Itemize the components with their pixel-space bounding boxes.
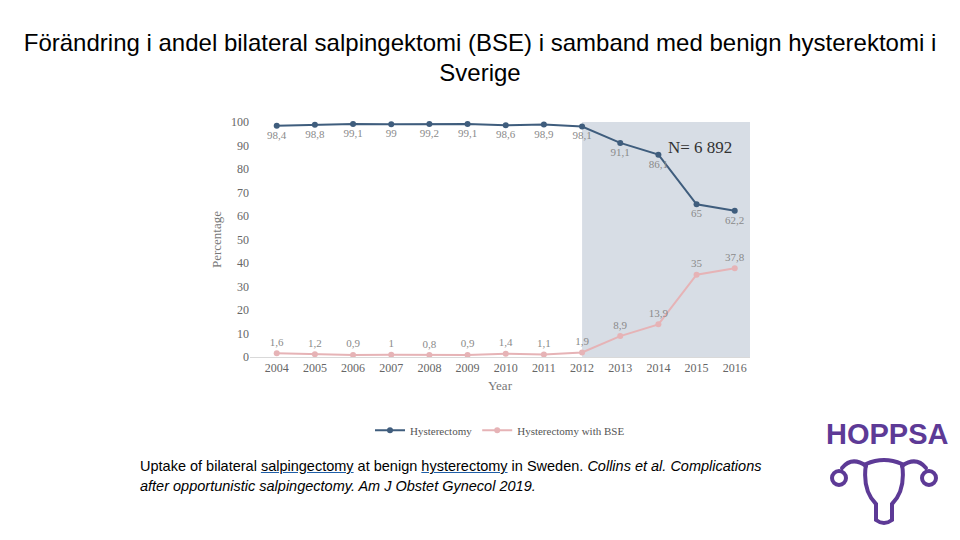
svg-text:60: 60 (237, 209, 249, 223)
svg-text:70: 70 (237, 186, 249, 200)
svg-text:0: 0 (243, 350, 249, 364)
html-text:HOPPSA: HOPPSA (826, 418, 949, 450)
svg-text:30: 30 (237, 280, 249, 294)
svg-text:10: 10 (237, 327, 249, 341)
svg-text:2004: 2004 (265, 361, 289, 375)
svg-text:8,9: 8,9 (613, 319, 627, 331)
svg-text:2007: 2007 (379, 361, 403, 375)
svg-text:Percentage: Percentage (209, 211, 224, 268)
html-text:Förändring i andel bilateral s: Förändring i andel bilateral salpingekto… (23, 29, 937, 86)
svg-text:2015: 2015 (685, 361, 709, 375)
svg-text:50: 50 (237, 233, 249, 247)
svg-text:40: 40 (237, 256, 249, 270)
svg-text:2011: 2011 (532, 361, 556, 375)
svg-text:0,9: 0,9 (461, 337, 475, 349)
svg-text:37,8: 37,8 (725, 251, 745, 263)
svg-text:Hysterectomy with BSE: Hysterectomy with BSE (517, 425, 624, 437)
svg-text:99: 99 (386, 127, 398, 139)
svg-text:91,1: 91,1 (611, 146, 630, 158)
svg-text:98,1: 98,1 (572, 129, 591, 141)
svg-text:0,9: 0,9 (346, 337, 360, 349)
svg-text:2013: 2013 (608, 361, 632, 375)
svg-text:80: 80 (237, 162, 249, 176)
svg-text:13,9: 13,9 (649, 307, 669, 319)
svg-text:1,6: 1,6 (270, 336, 284, 348)
svg-text:65: 65 (691, 207, 703, 219)
svg-text:2016: 2016 (723, 361, 747, 375)
svg-text:2014: 2014 (646, 361, 670, 375)
svg-text:86,1: 86,1 (649, 158, 668, 170)
svg-text:0,8: 0,8 (423, 338, 437, 350)
svg-text:Hysterectomy: Hysterectomy (410, 425, 472, 437)
html-text:Uptake of bilateral salpingect: Uptake of bilateral salpingectomy at ben… (140, 458, 762, 494)
svg-text:2006: 2006 (341, 361, 365, 375)
svg-text:N= 6 892: N= 6 892 (668, 138, 732, 157)
svg-text:99,1: 99,1 (458, 127, 477, 139)
svg-text:62,2: 62,2 (725, 214, 744, 226)
svg-text:Year: Year (488, 378, 513, 393)
svg-text:90: 90 (237, 139, 249, 153)
svg-text:99,1: 99,1 (343, 127, 362, 139)
svg-text:98,6: 98,6 (496, 128, 516, 140)
svg-text:2005: 2005 (303, 361, 327, 375)
svg-text:2008: 2008 (417, 361, 441, 375)
svg-text:2009: 2009 (456, 361, 480, 375)
svg-text:35: 35 (691, 257, 703, 269)
svg-text:2010: 2010 (494, 361, 518, 375)
svg-text:100: 100 (231, 115, 249, 129)
svg-text:1,4: 1,4 (499, 336, 513, 348)
svg-text:98,9: 98,9 (534, 128, 554, 140)
svg-text:1,9: 1,9 (575, 335, 589, 347)
svg-text:20: 20 (237, 303, 249, 317)
svg-text:99,2: 99,2 (420, 127, 439, 139)
svg-text:98,8: 98,8 (305, 128, 325, 140)
svg-text:98,4: 98,4 (267, 129, 287, 141)
svg-text:1: 1 (388, 337, 394, 349)
svg-text:1,2: 1,2 (308, 337, 322, 349)
svg-text:1,1: 1,1 (537, 337, 551, 349)
svg-text:2012: 2012 (570, 361, 594, 375)
